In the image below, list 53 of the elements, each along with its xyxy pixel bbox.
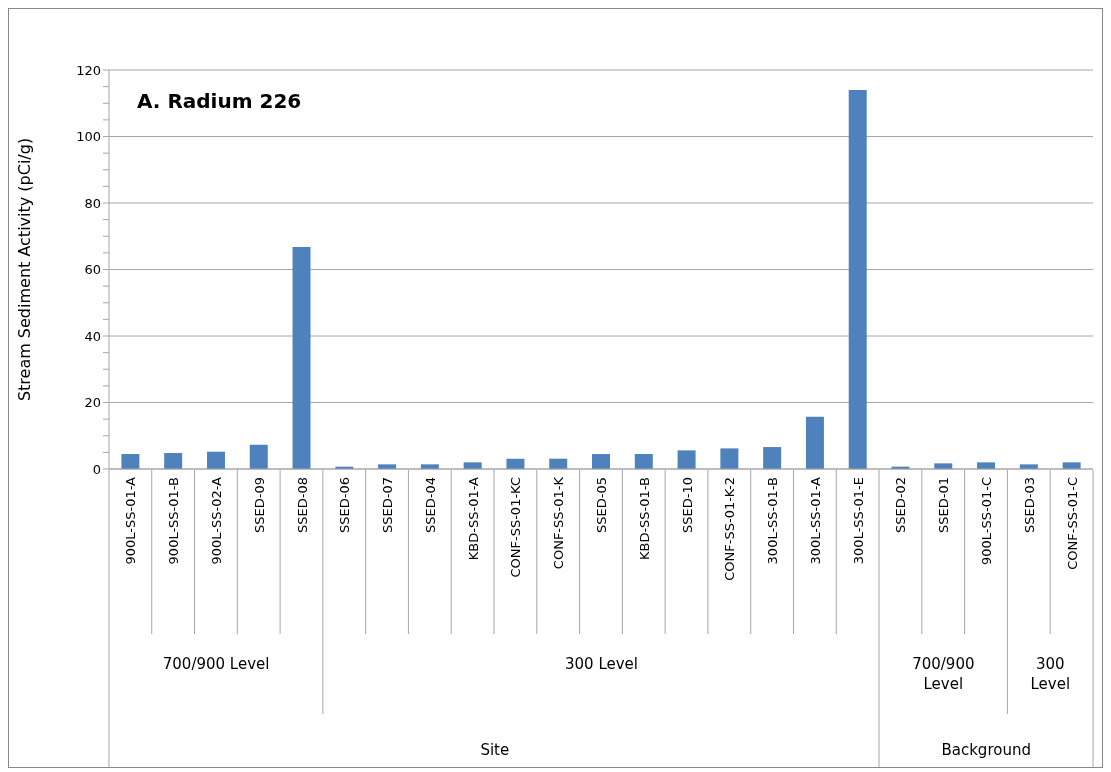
text: 700/900 Level bbox=[912, 655, 975, 693]
x-tick-label: SSED-02 bbox=[893, 477, 909, 533]
bar bbox=[677, 450, 696, 469]
x-tick-label: SSED-01 bbox=[936, 477, 952, 533]
bar bbox=[848, 89, 867, 469]
x-tick-label: SSED-04 bbox=[422, 477, 438, 533]
x-tick-label: SSED-06 bbox=[337, 477, 353, 533]
text: 700/900 Level bbox=[162, 655, 270, 673]
x-tick-label: KBD-SS-01-A bbox=[465, 476, 481, 561]
y-tick-label: 40 bbox=[84, 328, 101, 344]
bar bbox=[463, 462, 482, 469]
y-axis-title: Stream Sediment Activity (pCi/g) bbox=[14, 137, 34, 402]
bar bbox=[164, 453, 183, 469]
x-tick-label: CONF-SS-01-KC bbox=[508, 477, 524, 578]
y-tick-label: 80 bbox=[84, 195, 101, 211]
x-tick-label: SSED-07 bbox=[380, 477, 396, 533]
y-tick-label: 120 bbox=[76, 62, 101, 78]
bar bbox=[720, 448, 739, 469]
bar bbox=[634, 454, 653, 469]
bar bbox=[206, 451, 225, 469]
x-tick-label: SSED-08 bbox=[294, 477, 310, 533]
text: Site bbox=[480, 741, 510, 759]
bar bbox=[805, 416, 824, 469]
bar bbox=[763, 447, 782, 469]
x-tick-label: SSED-05 bbox=[594, 477, 609, 533]
x-tick-label: 300L-SS-01-B bbox=[765, 477, 781, 565]
y-tick-label: 60 bbox=[84, 262, 101, 278]
y-tick-label: 0 bbox=[92, 461, 101, 477]
x-tick-label: SSED-10 bbox=[679, 477, 695, 533]
x-tick-label: CONF-SS-01-C bbox=[1064, 477, 1080, 570]
x-tick-label: 900L-SS-01-B bbox=[166, 477, 182, 565]
x-tick-label: 900L-SS-01-A bbox=[123, 476, 139, 565]
bar bbox=[249, 444, 268, 469]
bar bbox=[292, 246, 311, 469]
x-tick-label: SSED-03 bbox=[1021, 477, 1037, 533]
text: A. Radium 226 bbox=[137, 89, 302, 113]
bar bbox=[1062, 462, 1081, 469]
bar bbox=[977, 462, 996, 469]
x-tick-label: KBD-SS-01-B bbox=[636, 477, 652, 561]
text: 300 Level bbox=[565, 655, 639, 673]
x-tick-label: 300L-SS-01-A bbox=[807, 476, 823, 565]
x-tick-label: 900L-SS-02-A bbox=[208, 476, 224, 565]
y-tick-label: 20 bbox=[84, 395, 101, 411]
bar bbox=[592, 454, 611, 469]
x-tick-label: 900L-SS-01-C bbox=[979, 477, 995, 566]
text: 300 Level bbox=[1030, 655, 1071, 693]
x-tick-label: 300L-SS-01-E bbox=[850, 477, 866, 565]
bar bbox=[121, 454, 140, 469]
text: Background bbox=[941, 741, 1031, 759]
x-tick-label: SSED-09 bbox=[251, 477, 267, 533]
x-tick-label: CONF-SS-01-K bbox=[551, 476, 567, 570]
x-tick-label: CONF-SS-01-K-2 bbox=[722, 477, 738, 581]
y-tick-label: 100 bbox=[76, 129, 101, 145]
